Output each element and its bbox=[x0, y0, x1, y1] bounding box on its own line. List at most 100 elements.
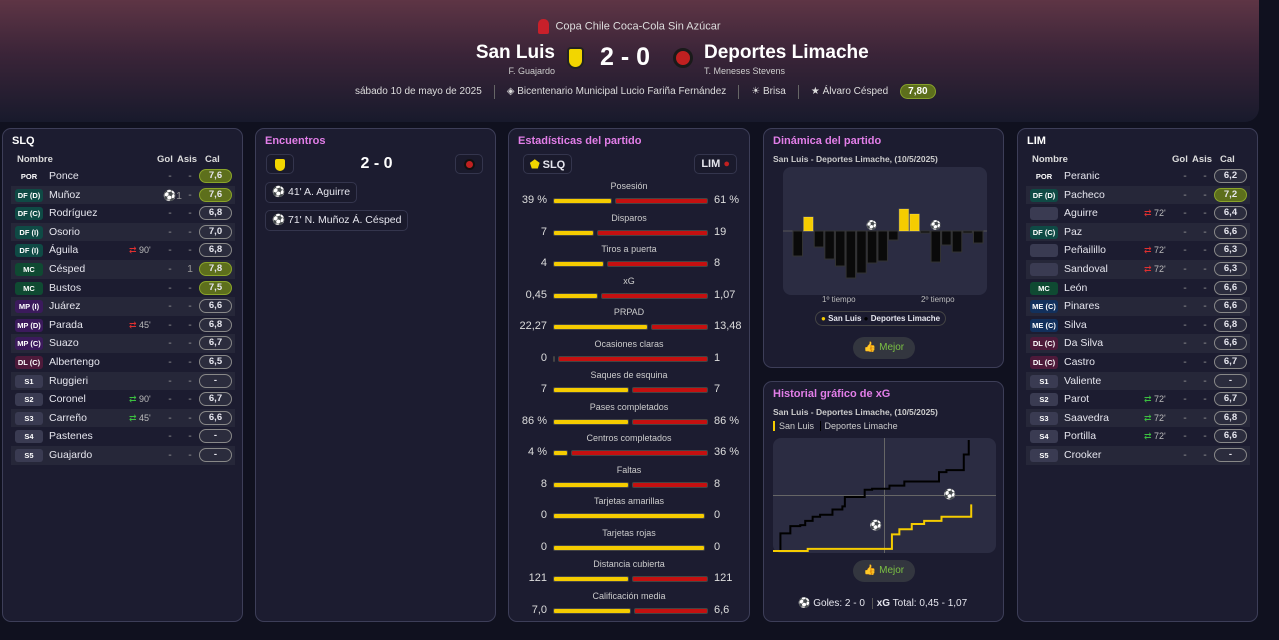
player-row[interactable]: S5 Crooker - - - bbox=[1026, 446, 1250, 465]
player-name[interactable]: Muñoz bbox=[49, 188, 81, 201]
player-row[interactable]: DF (C) Rodríguez - -6,8 bbox=[11, 204, 235, 223]
stat-away-bar bbox=[632, 387, 708, 393]
player-name[interactable]: Parot bbox=[1064, 393, 1090, 406]
goals: - bbox=[168, 170, 172, 182]
column-header[interactable]: Gol bbox=[157, 154, 173, 165]
player-name[interactable]: Suazo bbox=[49, 337, 79, 350]
player-name[interactable]: Portilla bbox=[1064, 430, 1097, 443]
away-team-abbr: LIM bbox=[1027, 135, 1046, 147]
player-row[interactable]: MP (D) Parada ⇄ 45' - -6,8 bbox=[11, 316, 235, 335]
player-row[interactable]: MC Césped - 1 7,8 bbox=[11, 260, 235, 279]
player-name[interactable]: Coronel bbox=[49, 393, 86, 406]
goals: - bbox=[1183, 207, 1187, 220]
stats-panel: Estadísticas del partido ⬟ SLQ LIM ● Pos… bbox=[508, 128, 750, 622]
player-name[interactable]: Silva bbox=[1064, 318, 1087, 331]
player-row[interactable]: MC Bustos - -7,5 bbox=[11, 279, 235, 298]
player-row[interactable]: Sandoval ⇄ 72' - -6,3 bbox=[1026, 260, 1250, 279]
mejor-button[interactable]: 👍 Mejor bbox=[853, 560, 915, 582]
player-name[interactable]: Da Silva bbox=[1064, 337, 1104, 350]
player-name[interactable]: Pinares bbox=[1064, 300, 1100, 313]
column-header[interactable]: Gol bbox=[1172, 154, 1188, 165]
player-name[interactable]: Césped bbox=[49, 263, 86, 275]
player-row[interactable]: ME (C) Pinares - -6,6 bbox=[1026, 297, 1250, 316]
player-name[interactable]: Peranic bbox=[1064, 170, 1100, 182]
player-name[interactable]: León bbox=[1064, 281, 1088, 294]
player-row[interactable]: DF (I) Osorio - -7,0 bbox=[11, 222, 235, 242]
player-row[interactable]: S5 Guajardo - - - bbox=[11, 446, 235, 465]
player-name[interactable]: Peñailillo bbox=[1064, 244, 1107, 257]
player-row[interactable]: DF (D) Muñoz ⚽1-7,6 bbox=[11, 185, 235, 205]
player-name[interactable]: Guajardo bbox=[49, 449, 93, 461]
player-row[interactable]: S4 Portilla ⇄ 72' - -6,6 bbox=[1026, 427, 1250, 446]
player-name[interactable]: Juárez bbox=[49, 300, 81, 313]
player-name[interactable]: Albertengo bbox=[49, 356, 100, 368]
player-row[interactable]: S4 Pastenes - - - bbox=[11, 427, 235, 446]
away-bar bbox=[951, 230, 963, 253]
player-name[interactable]: Ponce bbox=[49, 170, 79, 182]
event-item[interactable]: ⚽ 41' A. Aguirre bbox=[265, 182, 358, 203]
dynamics-chart: ⚽ ⚽ bbox=[783, 167, 987, 295]
home-crest-icon: ⬟ bbox=[530, 159, 540, 171]
player-name[interactable]: Águila bbox=[49, 244, 79, 257]
column-header[interactable]: Nombre bbox=[1032, 154, 1068, 165]
player-name[interactable]: Carreño bbox=[49, 411, 87, 424]
player-row[interactable]: Peñailillo ⇄ 72' - -6,3 bbox=[1026, 241, 1250, 260]
home-team-name[interactable]: San Luis bbox=[475, 42, 555, 63]
stat-home-value: 4 % bbox=[528, 446, 547, 458]
player-row[interactable]: S1 Ruggieri - - - bbox=[11, 371, 235, 391]
position-badge: DF (I) bbox=[15, 225, 43, 239]
event-item[interactable]: ⚽ 71' N. Muñoz Á. Césped bbox=[265, 210, 409, 231]
player-name[interactable]: Saavedra bbox=[1064, 411, 1109, 424]
player-row[interactable]: ME (C) Silva - -6,8 bbox=[1026, 316, 1250, 335]
player-row[interactable]: MC León - -6,6 bbox=[1026, 279, 1250, 298]
stat-home-bar bbox=[553, 418, 629, 425]
column-header[interactable]: Asis bbox=[1192, 154, 1213, 165]
mejor-button[interactable]: 👍 Mejor bbox=[853, 337, 915, 359]
player-name[interactable]: Sandoval bbox=[1064, 263, 1108, 275]
away-team-name[interactable]: Deportes Limache bbox=[704, 42, 869, 63]
player-name[interactable]: Pacheco bbox=[1064, 188, 1105, 201]
away-crest-icon bbox=[673, 48, 693, 68]
column-header[interactable]: Cal bbox=[1220, 154, 1235, 165]
position-badge: DL (C) bbox=[15, 356, 43, 369]
player-row[interactable]: DL (C) Da Silva - -6,6 bbox=[1026, 334, 1250, 353]
player-name[interactable]: Bustos bbox=[49, 281, 82, 294]
player-row[interactable]: S3 Carreño ⇄ 45' - -6,6 bbox=[11, 408, 235, 428]
player-name[interactable]: Valiente bbox=[1064, 374, 1102, 387]
position-badge: S5 bbox=[15, 449, 43, 462]
assists: - bbox=[1203, 393, 1207, 406]
player-row[interactable]: DF (I) Águila ⇄ 90' - -6,8 bbox=[11, 241, 235, 260]
player-name[interactable]: Rodríguez bbox=[49, 207, 98, 220]
player-row[interactable]: S1 Valiente - - - bbox=[1026, 371, 1250, 391]
sub-minute: 90' bbox=[139, 394, 151, 405]
player-row[interactable]: MP (I) Juárez - -6,6 bbox=[11, 297, 235, 316]
player-row[interactable]: DF (D) Pacheco - -7,2 bbox=[1026, 185, 1250, 205]
player-name[interactable]: Castro bbox=[1064, 356, 1095, 368]
player-row[interactable]: S2 Coronel ⇄ 90' - -6,7 bbox=[11, 390, 235, 409]
column-header[interactable]: Cal bbox=[205, 154, 220, 165]
player-row[interactable]: MP (C) Suazo - -6,7 bbox=[11, 334, 235, 353]
player-name[interactable]: Aguirre bbox=[1064, 207, 1098, 220]
position-badge: S4 bbox=[15, 430, 43, 444]
player-row[interactable]: Aguirre ⇄ 72' - -6,4 bbox=[1026, 204, 1250, 223]
position-badge: S2 bbox=[1030, 393, 1058, 407]
player-name[interactable]: Paz bbox=[1064, 225, 1083, 238]
column-header[interactable]: Nombre bbox=[17, 154, 53, 165]
away-crest-box bbox=[455, 154, 483, 174]
player-row[interactable]: DL (C) Albertengo - -6,5 bbox=[11, 353, 235, 372]
dynamics-panel: Dinámica del partido San Luis - Deportes… bbox=[763, 128, 1004, 368]
player-row[interactable]: POR Peranic - -6,2 bbox=[1026, 167, 1250, 186]
player-row[interactable]: S3 Saavedra ⇄ 72' - -6,8 bbox=[1026, 408, 1250, 428]
player-row[interactable]: DL (C) Castro - -6,7 bbox=[1026, 353, 1250, 372]
stat-away-bar bbox=[632, 576, 708, 582]
player-row[interactable]: S2 Parot ⇄ 72' - -6,7 bbox=[1026, 390, 1250, 409]
column-header[interactable]: Asis bbox=[177, 154, 198, 165]
player-name[interactable]: Crooker bbox=[1064, 449, 1102, 461]
player-name[interactable]: Pastenes bbox=[49, 430, 93, 443]
player-name[interactable]: Osorio bbox=[49, 225, 80, 238]
player-row[interactable]: POR Ponce - -7,6 bbox=[11, 167, 235, 186]
player-row[interactable]: DF (C) Paz - -6,6 bbox=[1026, 222, 1250, 242]
away-bar bbox=[866, 230, 878, 264]
player-name[interactable]: Ruggieri bbox=[49, 374, 89, 387]
player-name[interactable]: Parada bbox=[49, 318, 83, 331]
